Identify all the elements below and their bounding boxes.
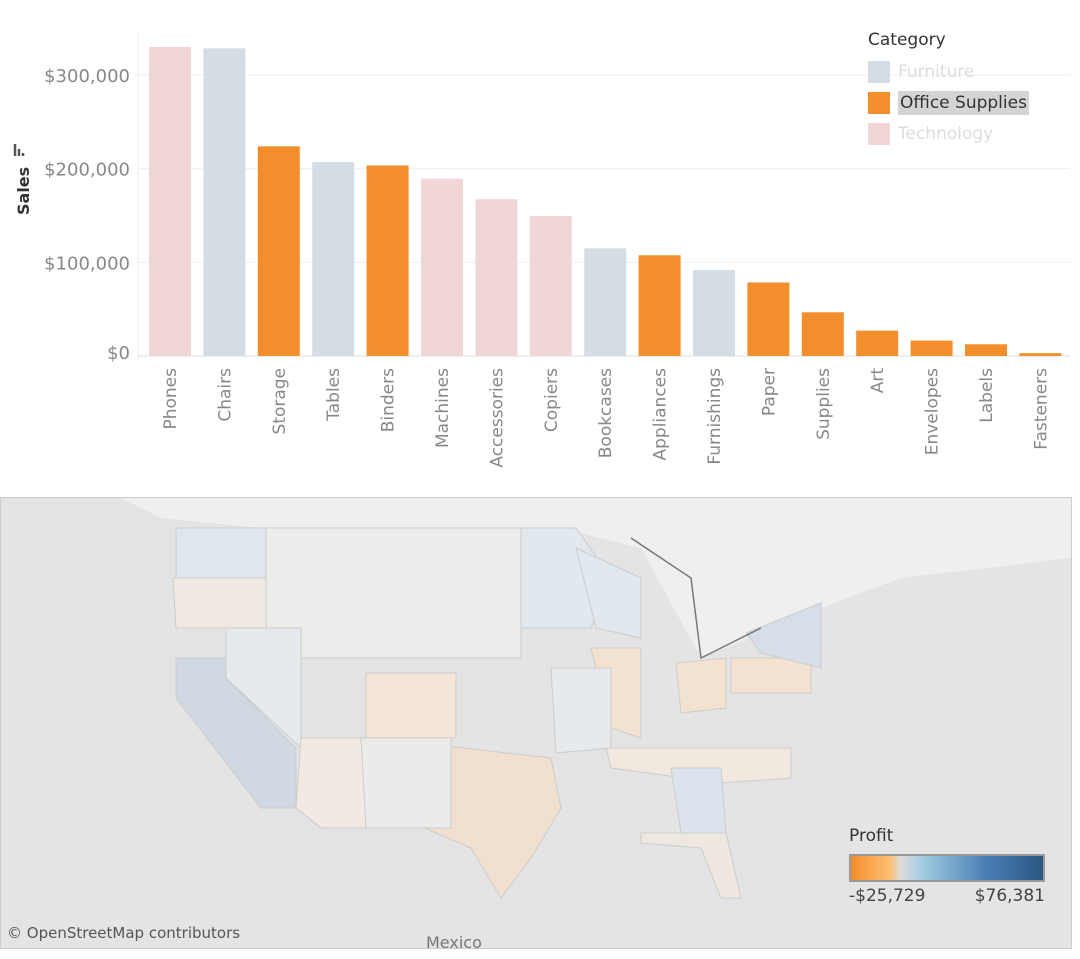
sort-icon (13, 144, 25, 156)
x-tick-label: Storage (270, 368, 290, 435)
bar-storage (257, 146, 300, 356)
bar-envelopes (910, 340, 953, 356)
x-tick-label: Accessories (487, 368, 507, 468)
y-tick-label: $200,000 (44, 160, 130, 181)
profit-max: $76,381 (974, 886, 1045, 906)
map-attribution[interactable]: © OpenStreetMap contributors (7, 924, 241, 942)
x-tick-label: Appliances (651, 368, 671, 461)
bar-chairs (203, 48, 246, 356)
legend-item-office-supplies[interactable]: Office Supplies (868, 87, 1029, 118)
x-tick-label: Phones (161, 368, 181, 430)
x-tick-label: Chairs (215, 368, 235, 422)
x-tick-label: Envelopes (923, 368, 943, 455)
bar-machines (421, 178, 463, 356)
bar-labels (965, 344, 1007, 356)
profit-map[interactable]: Mexico © OpenStreetMap contributors Prof… (0, 497, 1072, 949)
x-tick-label: Tables (324, 368, 344, 422)
x-tick-label: Fasteners (1031, 368, 1051, 450)
swatch (868, 60, 890, 83)
legend-label: Office Supplies (898, 90, 1029, 115)
y-tick-label: $300,000 (44, 66, 130, 87)
bar-copiers (529, 215, 572, 356)
legend-title: Category (868, 30, 946, 50)
bar-accessories (475, 199, 518, 356)
bar-paper (747, 282, 790, 356)
x-tick-label: Paper (759, 368, 779, 416)
bar-furnishings (693, 270, 735, 356)
legend-item-technology[interactable]: Technology (868, 118, 1029, 149)
x-tick-label: Supplies (814, 368, 834, 440)
sales-bar-chart: $0 $100,000 $200,000 $300,000 Sales Phones Cha… (13, 30, 1070, 468)
legend-label: Technology (898, 123, 994, 144)
profit-legend: Profit -$25,729 $76,381 (849, 826, 1045, 906)
bar-tables (312, 162, 355, 356)
bar-binders (366, 165, 409, 356)
x-tick-label: Binders (379, 368, 399, 432)
bar-supplies (801, 312, 844, 356)
profit-color-ramp (849, 854, 1045, 882)
legend-label: Furniture (898, 61, 975, 82)
category-legend: Category Furniture Office Supplies Techn… (868, 30, 1029, 149)
profit-legend-title: Profit (849, 826, 894, 846)
bar-bookcases (584, 248, 627, 356)
bar-phones (149, 46, 191, 357)
y-axis-title: Sales (14, 167, 33, 215)
swatch (868, 91, 890, 114)
bar-art (856, 330, 899, 356)
x-tick-label: Furnishings (705, 368, 725, 465)
bar-fasteners (1019, 353, 1062, 356)
bar-appliances (638, 255, 681, 356)
x-tick-label: Machines (433, 368, 453, 448)
y-tick-label: $0 (107, 343, 130, 364)
profit-min: -$25,729 (849, 886, 926, 906)
x-tick-label: Labels (977, 368, 997, 423)
legend-item-furniture[interactable]: Furniture (868, 56, 1029, 87)
x-tick-label: Copiers (542, 368, 562, 432)
x-tick-label: Art (868, 368, 888, 394)
map-country-label: Mexico (426, 933, 482, 948)
x-tick-label: Bookcases (596, 368, 616, 458)
y-tick-label: $100,000 (44, 253, 130, 274)
swatch (868, 122, 890, 145)
